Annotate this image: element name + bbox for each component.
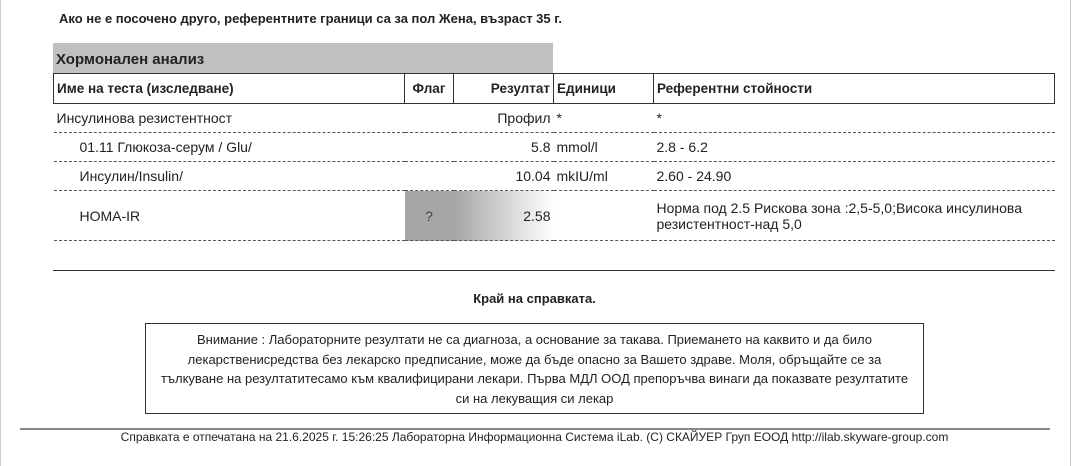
end-of-report: Край на справката. [473,291,596,306]
section-title: Хормонален анализ [53,43,553,74]
test-name: Инсулинова резистентност [53,103,405,133]
table-row: Инсулинова резистентност Профил * * [53,103,1055,133]
col-name: Име на теста (изследване) [53,73,405,104]
result: 10.04 [453,161,554,191]
ref: 2.60 - 24.90 [653,161,1055,191]
test-name: Инсулин/Insulin/ [53,161,405,191]
table-header: Име на теста (изследване) Флаг Резултат … [53,73,1055,104]
result: 5.8 [453,132,554,162]
results-table: Име на теста (изследване) Флаг Резултат … [53,73,1055,241]
col-flag: Флаг [404,73,454,104]
flag: ? [404,190,454,241]
test-name: HOMA-IR [53,190,405,241]
units: * [553,103,654,133]
table-row: HOMA-IR ? 2.58 Норма под 2.5 Рискова зон… [53,190,1055,241]
col-ref: Референтни стойности [653,73,1055,104]
footer: Справката е отпечатана на 21.6.2025 г. 1… [120,430,949,444]
reference-note: Ако не е посочено друго, референтните гр… [59,11,562,26]
units: mkIU/ml [553,161,654,191]
divider [53,270,1055,271]
result: Профил [453,103,554,133]
table-row: Инсулин/Insulin/ 10.04 mkIU/ml 2.60 - 24… [53,161,1055,191]
flag [404,103,454,133]
footer-divider [20,428,1050,430]
units: mmol/l [553,132,654,162]
ref: * [653,103,1055,133]
col-units: Единици [553,73,654,104]
ref: 2.8 - 6.2 [653,132,1055,162]
flag [404,161,454,191]
col-result: Резултат [453,73,554,104]
flag [404,132,454,162]
result: 2.58 [453,190,554,241]
test-name: 01.11 Глюкоза-серум / Glu/ [53,132,405,162]
warning-box: Внимание : Лабораторните резултати не са… [145,323,924,414]
table-row: 01.11 Глюкоза-серум / Glu/ 5.8 mmol/l 2.… [53,132,1055,162]
units [553,190,654,241]
ref: Норма под 2.5 Рискова зона :2,5-5,0;Висо… [653,190,1055,241]
